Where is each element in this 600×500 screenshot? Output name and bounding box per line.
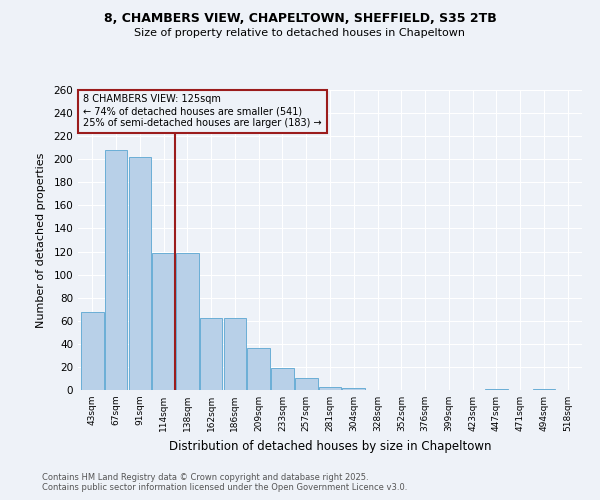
X-axis label: Distribution of detached houses by size in Chapeltown: Distribution of detached houses by size … <box>169 440 491 452</box>
Bar <box>295 378 317 390</box>
Bar <box>485 389 508 390</box>
Text: Contains HM Land Registry data © Crown copyright and database right 2025.: Contains HM Land Registry data © Crown c… <box>42 474 368 482</box>
Bar <box>105 150 127 390</box>
Bar <box>247 348 270 390</box>
Bar <box>319 386 341 390</box>
Text: Size of property relative to detached houses in Chapeltown: Size of property relative to detached ho… <box>134 28 466 38</box>
Text: 8 CHAMBERS VIEW: 125sqm
← 74% of detached houses are smaller (541)
25% of semi-d: 8 CHAMBERS VIEW: 125sqm ← 74% of detache… <box>83 94 322 128</box>
Y-axis label: Number of detached properties: Number of detached properties <box>37 152 46 328</box>
Bar <box>271 368 294 390</box>
Bar <box>200 318 223 390</box>
Bar <box>128 157 151 390</box>
Text: Contains public sector information licensed under the Open Government Licence v3: Contains public sector information licen… <box>42 484 407 492</box>
Bar <box>81 312 104 390</box>
Bar <box>176 252 199 390</box>
Bar <box>224 318 246 390</box>
Bar <box>343 388 365 390</box>
Text: 8, CHAMBERS VIEW, CHAPELTOWN, SHEFFIELD, S35 2TB: 8, CHAMBERS VIEW, CHAPELTOWN, SHEFFIELD,… <box>104 12 496 26</box>
Bar <box>533 389 555 390</box>
Bar <box>152 252 175 390</box>
